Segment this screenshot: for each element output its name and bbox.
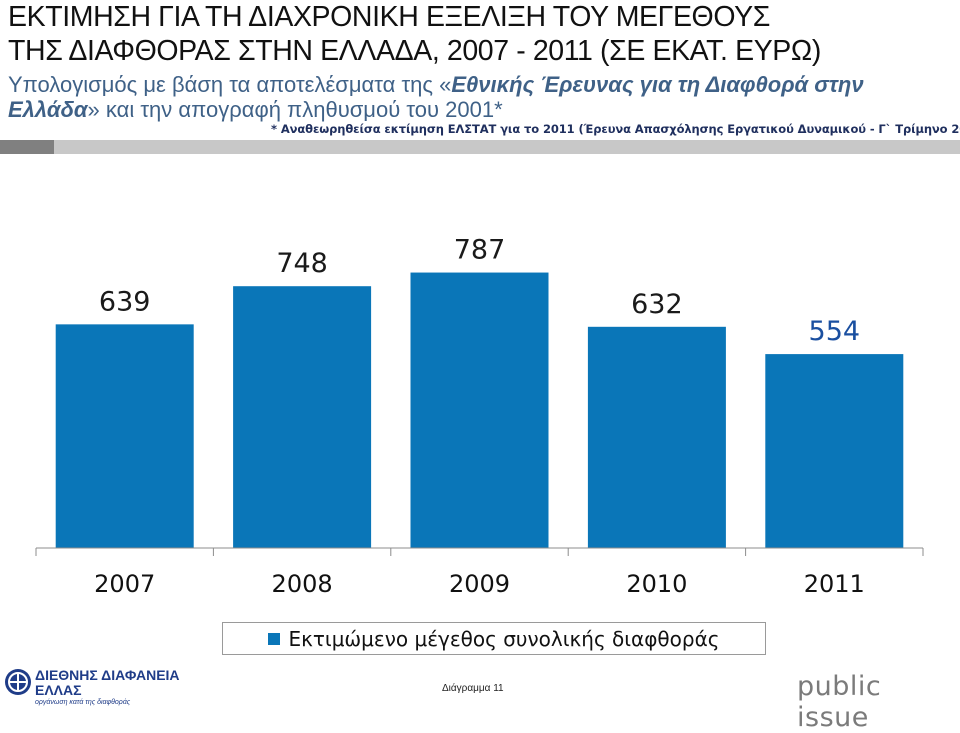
data-label-2010: 632 <box>631 289 683 320</box>
legend-label: Εκτιμώμενο μέγεθος συνολικής διαφθοράς <box>288 626 720 651</box>
subtitle-part-2: » και την απογραφή πληθυσμού του 2001* <box>87 97 503 122</box>
logo-line-2: ΕΛΛΑΣ <box>35 682 82 698</box>
divider-accent <box>0 140 54 154</box>
data-label-2009: 787 <box>454 235 506 266</box>
title-line-1: ΕΚΤΙΜΗΣΗ ΓΙΑ ΤΗ ΔΙΑΧΡΟΝΙΚΗ ΕΞΕΛΙΞΗ ΤΟΥ Μ… <box>8 1 771 33</box>
brand-logo: public issue <box>797 671 882 733</box>
bar-2009 <box>410 272 549 548</box>
subtitle-emphasis: Εθνικής Έρευνας για τη Διαφθορά στην Ελλ… <box>8 72 864 122</box>
logo-name: ΔΙΕΘΝΗΣ ΔΙΑΦΑΝΕΙΑ ΕΛΛΑΣ <box>35 668 180 698</box>
footnote: * Αναθεωρηθείσα εκτίμηση ΕΛΣΤΑΤ για το 2… <box>271 122 960 136</box>
data-label-2011: 554 <box>809 316 861 347</box>
header: ΕΚΤΙΜΗΣΗ ΓΙΑ ΤΗ ΔΙΑΧΡΟΝΙΚΗ ΕΞΕΛΙΞΗ ΤΟΥ Μ… <box>8 0 956 122</box>
legend-swatch <box>268 632 281 645</box>
tick-label-2007: 2007 <box>94 570 155 598</box>
transparency-logo: ΔΙΕΘΝΗΣ ΔΙΑΦΑΝΕΙΑ ΕΛΛΑΣ οργάνωση κατά τη… <box>3 663 203 709</box>
tick-label-2009: 2009 <box>449 570 510 598</box>
bar-2011 <box>765 354 904 548</box>
data-label-2007: 639 <box>99 286 151 317</box>
tick-label-2010: 2010 <box>626 570 687 598</box>
divider <box>54 140 960 154</box>
logo-line-1: ΔΙΕΘΝΗΣ ΔΙΑΦΑΝΕΙΑ <box>35 667 180 683</box>
bar-chart: 639 2007 748 2008 787 2009 632 2010 554 2011 <box>35 235 924 598</box>
subtitle-part-1: Υπολογισμός με βάση τα αποτελέσματα της … <box>8 72 452 97</box>
tick-label-2008: 2008 <box>272 570 333 598</box>
logo-tagline: οργάνωση κατά της διαφθοράς <box>35 699 131 706</box>
bar-2007 <box>55 324 194 548</box>
bar-2010 <box>587 326 726 548</box>
globe-icon <box>5 669 31 695</box>
subtitle: Υπολογισμός με βάση τα αποτελέσματα της … <box>8 72 956 122</box>
tick-label-2011: 2011 <box>804 570 865 598</box>
data-label-2008: 748 <box>276 248 328 279</box>
figure-caption: Διάγραμμα 11 <box>442 683 504 694</box>
bar-2008 <box>233 286 372 548</box>
page-title: ΕΚΤΙΜΗΣΗ ΓΙΑ ΤΗ ΔΙΑΧΡΟΝΙΚΗ ΕΞΕΛΙΞΗ ΤΟΥ Μ… <box>8 0 956 68</box>
title-line-2: ΤΗΣ ΔΙΑΦΘΟΡΑΣ ΣΤΗΝ ΕΛΛΑΔΑ, 2007 - 2011 (… <box>8 35 821 67</box>
legend: Εκτιμώμενο μέγεθος συνολικής διαφθοράς <box>222 622 766 655</box>
